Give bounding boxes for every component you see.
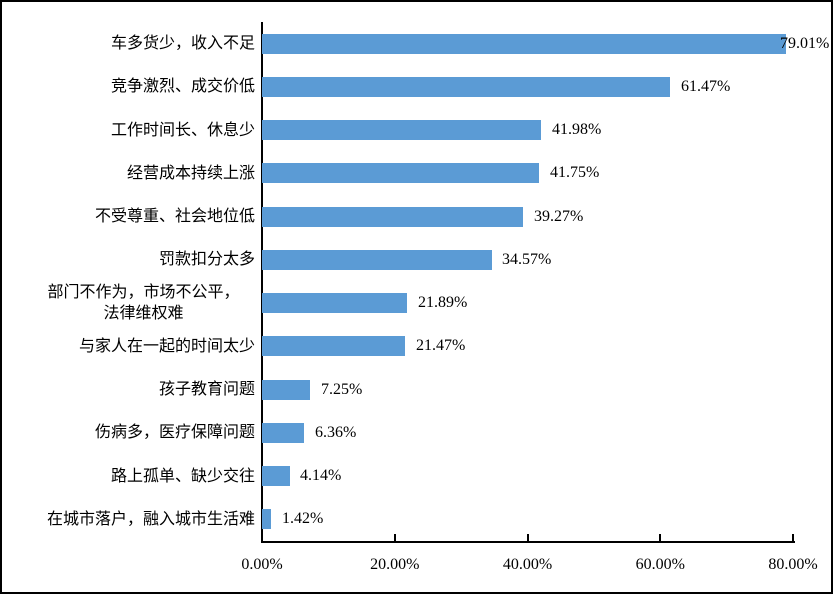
- category-label: 路上孤单、缺少交往: [110, 468, 255, 485]
- category-label: 孩子教育问题: [158, 381, 255, 398]
- category-label: 与家人在一起的时间太少: [78, 338, 255, 355]
- value-label: 41.75%: [550, 164, 600, 181]
- value-label: 79.01%: [780, 35, 830, 52]
- bar: [262, 293, 408, 313]
- value-label: 7.25%: [321, 381, 363, 398]
- bar: [262, 163, 540, 183]
- y-axis-line: [261, 22, 263, 543]
- bar: [262, 509, 272, 529]
- category-label: 伤病多，医疗保障问题: [94, 424, 255, 441]
- category-label: 竞争激烈、成交价低: [110, 78, 255, 95]
- x-axis-tick-label: 80.00%: [768, 556, 818, 573]
- value-label: 6.36%: [315, 424, 357, 441]
- x-axis-line: [261, 541, 795, 543]
- value-label: 34.57%: [502, 251, 552, 268]
- x-axis-tick: [792, 534, 794, 541]
- value-label: 21.47%: [416, 337, 466, 354]
- category-label: 罚款扣分太多: [158, 251, 255, 268]
- category-label: 部门不作为，市场不公平， 法律维权难: [47, 284, 240, 322]
- category-label: 在城市落户，融入城市生活难: [46, 511, 255, 528]
- value-label: 61.47%: [681, 78, 731, 95]
- x-axis-tick-label: 0.00%: [241, 556, 283, 573]
- value-label: 4.14%: [300, 467, 342, 484]
- x-axis-tick: [659, 534, 662, 541]
- bar: [262, 207, 523, 227]
- bar: [262, 380, 311, 400]
- bar: [262, 423, 305, 443]
- x-axis-tick-label: 20.00%: [370, 556, 420, 573]
- category-label: 工作时间长、休息少: [110, 122, 255, 139]
- bar: [262, 34, 787, 54]
- category-label: 经营成本持续上涨: [126, 165, 255, 182]
- bar: [262, 120, 541, 140]
- bar: [262, 466, 290, 486]
- x-axis-tick-label: 60.00%: [635, 556, 685, 573]
- bar: [262, 250, 492, 270]
- bar: [262, 336, 405, 356]
- x-axis-tick: [393, 534, 396, 541]
- value-label: 41.98%: [552, 121, 602, 138]
- x-axis-tick-label: 40.00%: [502, 556, 553, 573]
- value-label: 1.42%: [282, 510, 324, 527]
- x-axis-tick: [526, 534, 529, 541]
- category-label: 车多货少，收入不足: [110, 35, 255, 52]
- value-label: 21.89%: [418, 294, 468, 311]
- bar: [262, 77, 670, 97]
- value-label: 39.27%: [534, 208, 584, 225]
- category-label: 不受尊重、社会地位低: [94, 208, 255, 225]
